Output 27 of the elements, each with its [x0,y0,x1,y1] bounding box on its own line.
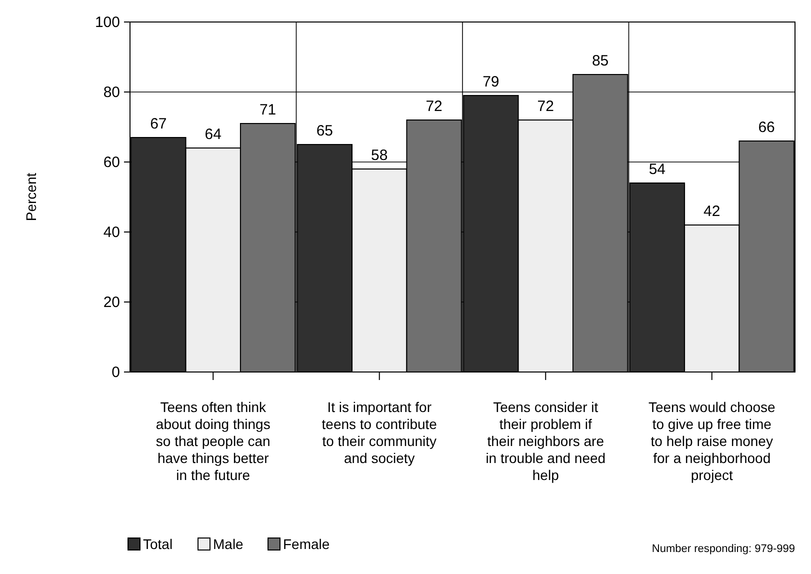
legend-label: Female [283,536,330,552]
x-tick-label: Teens consider it their problem if their neighbors are in trouble and need help [486,399,606,483]
y-tick-label: 60 [103,154,120,171]
data-label: 85 [592,52,609,70]
y-tick-label: 20 [103,294,120,311]
data-label: 72 [426,98,442,115]
data-label: 67 [150,116,167,132]
data-label: 54 [648,161,666,178]
y-tick-label: 100 [94,14,120,31]
y-tick-label: 80 [103,84,120,101]
data-label: 58 [371,147,388,164]
x-tick-label: Teens often think about doing things so that people can have things better in the future [156,399,270,483]
data-label: 66 [758,119,775,136]
data-label: 42 [704,203,720,220]
y-tick-label: 40 [103,224,120,241]
x-tick-label: Teens would choose to give up free time to help raise money for a neighborhood project [648,399,776,483]
data-label: 79 [482,74,500,90]
x-tick-label: It is important for teens to contribute to their community and society [322,399,438,466]
text: Number responding: 979-999 [652,543,795,555]
y-tick-label: 0 [112,364,120,381]
data-label: 71 [259,102,276,118]
data-label: 64 [204,126,222,143]
legend-label: Total [143,536,173,552]
data-label: 65 [316,122,334,140]
y-axis-title: Percent [23,172,39,222]
data-label: 72 [537,98,554,115]
legend-label: Male [213,536,244,552]
